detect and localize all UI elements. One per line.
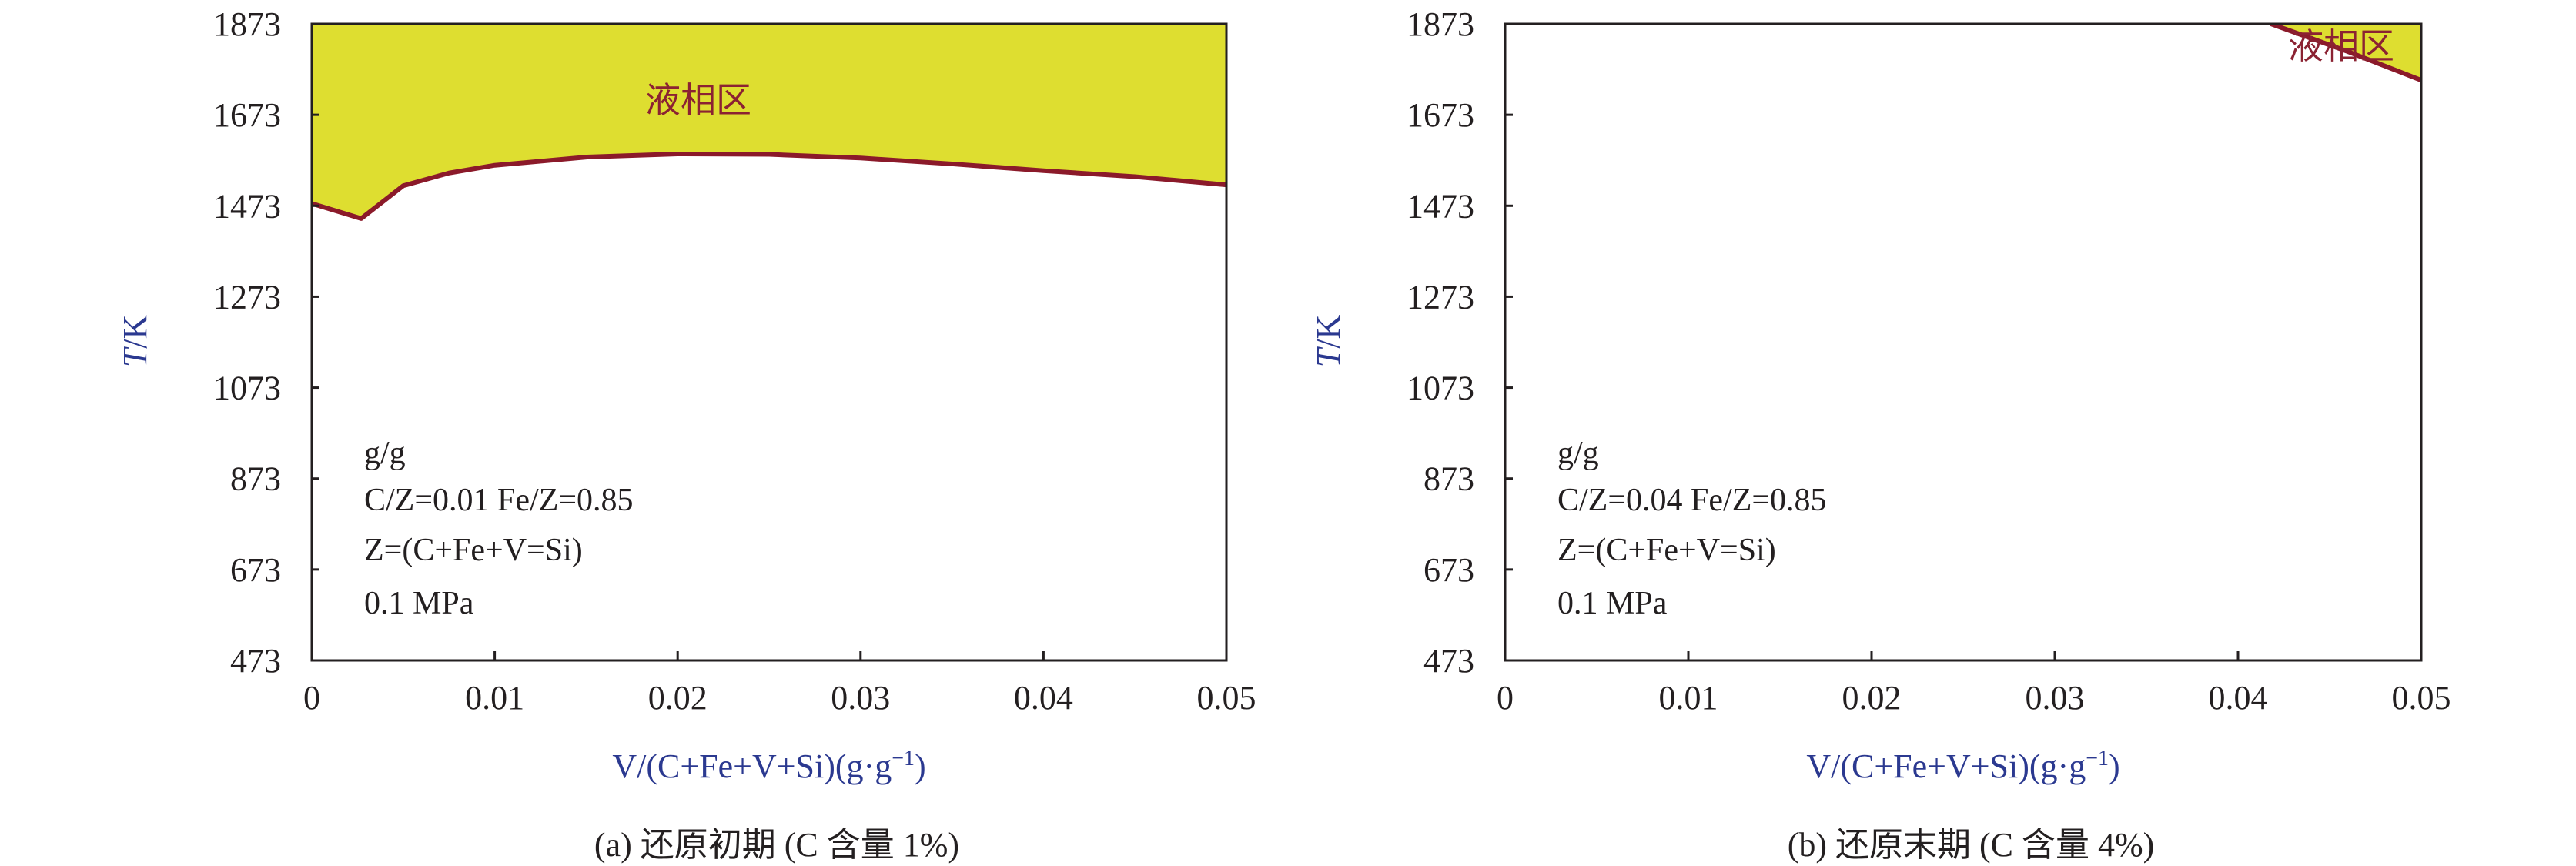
y-tick-label: 1873 [213, 5, 281, 43]
condition-annotation: C/Z=0.04 Fe/Z=0.85 [1557, 483, 1827, 518]
y-axis-title: T/K [116, 315, 154, 368]
x-tick-label: 0.01 [1659, 679, 1718, 717]
x-tick-label: 0.02 [1842, 679, 1902, 717]
y-tick-label: 873 [230, 460, 281, 498]
x-axis-title-end: ) [2109, 747, 2120, 785]
y-tick-label: 1073 [1407, 369, 1474, 407]
x-tick-label: 0.01 [465, 679, 524, 717]
condition-annotation: Z=(C+Fe+V=Si) [1557, 533, 1776, 568]
liquid-region-fill [2270, 24, 2421, 81]
condition-annotation: g/g [364, 436, 406, 471]
x-axis-title-main: V/(C+Fe+V+Si)(g·g [612, 747, 892, 785]
x-axis-title-sup: −1 [892, 747, 915, 771]
chart-panel-b: 473 673 873 1073 1273 1473 1673 1873 0 0.01 0.02 0.… [1310, 5, 2451, 864]
y-tick-label: 1673 [213, 96, 281, 134]
x-tick-label: 0.04 [2209, 679, 2268, 717]
y-tick-label: 1273 [1407, 278, 1474, 316]
liquidus-line [312, 151, 1226, 221]
y-tick-label: 873 [1423, 460, 1474, 498]
subfigure-caption: (b) 还原末期 (C 含量 4%) [1788, 826, 2155, 864]
y-tick-label: 473 [230, 642, 281, 680]
y-tick-label: 1073 [213, 369, 281, 407]
liquidus-line [2270, 24, 2421, 83]
condition-annotation: 0.1 MPa [364, 586, 474, 621]
condition-annotation: Z=(C+Fe+V=Si) [364, 533, 583, 568]
y-tick-label: 1473 [213, 187, 281, 225]
condition-annotation: g/g [1557, 436, 1599, 471]
x-tick-label: 0.05 [2392, 679, 2451, 717]
y-axis-title-unit: /K [1310, 315, 1347, 349]
x-tick-label: 0.02 [648, 679, 708, 717]
y-tick-label: 673 [230, 551, 281, 589]
y-axis-title: T/K [1310, 315, 1347, 368]
y-tick-label: 473 [1423, 642, 1474, 680]
plot-frame [1504, 22, 2423, 662]
y-axis-title-var: T [1310, 346, 1347, 367]
liquid-region-label: 液相区 [2288, 27, 2394, 66]
x-axis-title: V/(C+Fe+V+Si)(g·g−1) [1806, 747, 2119, 785]
y-axis-title-unit: /K [116, 315, 154, 349]
x-tick-label: 0.04 [1014, 679, 1073, 717]
condition-annotation: 0.1 MPa [1557, 586, 1668, 621]
x-tick-label: 0.05 [1197, 679, 1256, 717]
condition-annotation: C/Z=0.01 Fe/Z=0.85 [364, 483, 634, 518]
liquid-region-fill [312, 24, 1226, 219]
liquid-region-label: 液相区 [645, 81, 751, 120]
x-tick-label: 0 [303, 679, 320, 717]
y-tick-label: 1273 [213, 278, 281, 316]
x-axis-title: V/(C+Fe+V+Si)(g·g−1) [612, 747, 925, 785]
y-axis-title-var: T [116, 346, 154, 367]
y-tick-label: 673 [1423, 551, 1474, 589]
y-tick-label: 1473 [1407, 187, 1474, 225]
x-tick-label: 0.03 [2026, 679, 2085, 717]
x-axis-title-main: V/(C+Fe+V+Si)(g·g [1806, 747, 2086, 785]
y-tick-label: 1873 [1407, 5, 1474, 43]
chart-panel-a: 473 673 873 1073 1273 1473 1673 1873 0 0.01 0.02 0.… [116, 5, 1256, 864]
x-tick-label: 0.03 [831, 679, 890, 717]
x-tick-label: 0 [1497, 679, 1514, 717]
y-tick-label: 1673 [1407, 96, 1474, 134]
x-axis-title-end: ) [915, 747, 926, 785]
subfigure-caption: (a) 还原初期 (C 含量 1%) [594, 826, 959, 864]
plot-frame [310, 22, 1228, 662]
x-axis-title-sup: −1 [2086, 747, 2109, 771]
